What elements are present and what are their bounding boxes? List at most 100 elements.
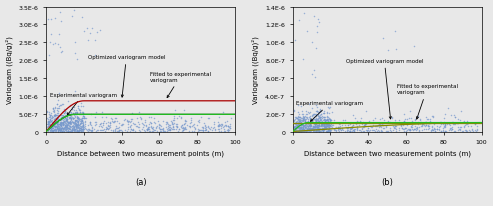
Point: [75, 129, 83, 132]
Point: [177, 125, 185, 128]
Point: [311, 118, 319, 122]
Point: [86, 121, 94, 125]
Point: [315, 125, 323, 128]
Point: [153, 129, 161, 133]
Point: [312, 119, 320, 123]
Point: [124, 121, 132, 124]
Point: [43, 117, 51, 120]
Point: [111, 120, 119, 123]
Point: [320, 118, 328, 121]
Point: [292, 123, 300, 126]
Point: [110, 119, 118, 123]
Point: [200, 130, 208, 133]
Point: [456, 129, 464, 132]
Point: [49, 124, 57, 128]
Point: [415, 130, 423, 133]
Point: [51, 126, 59, 129]
Point: [92, 130, 100, 133]
Point: [60, 108, 68, 111]
Point: [48, 124, 56, 127]
Point: [428, 129, 436, 132]
Point: [317, 127, 324, 131]
Point: [44, 124, 52, 127]
Point: [300, 125, 308, 128]
Point: [301, 129, 309, 132]
Point: [325, 123, 333, 126]
Point: [319, 124, 327, 127]
Point: [49, 108, 57, 111]
Point: [187, 119, 195, 122]
Point: [389, 129, 397, 132]
Point: [187, 121, 195, 124]
Point: [159, 130, 167, 133]
Point: [360, 129, 368, 133]
Point: [98, 129, 106, 132]
Point: [62, 119, 70, 123]
Point: [73, 117, 81, 121]
Point: [71, 121, 79, 124]
Point: [300, 118, 308, 122]
Point: [303, 129, 311, 133]
Point: [336, 125, 344, 128]
Point: [72, 122, 80, 126]
Point: [63, 118, 70, 122]
Point: [291, 130, 299, 133]
Point: [290, 110, 298, 114]
Point: [304, 124, 312, 128]
Point: [300, 129, 308, 132]
Point: [305, 124, 313, 128]
Point: [315, 130, 323, 133]
Point: [416, 122, 424, 125]
Point: [322, 130, 330, 133]
Point: [208, 129, 216, 132]
Point: [76, 125, 84, 129]
Point: [303, 128, 311, 131]
Point: [181, 122, 189, 125]
Point: [313, 125, 320, 128]
Point: [180, 127, 188, 130]
Point: [330, 119, 338, 122]
Point: [61, 126, 69, 129]
Point: [311, 123, 318, 126]
Point: [102, 126, 110, 129]
Point: [121, 118, 129, 121]
Point: [346, 128, 354, 131]
Point: [73, 115, 81, 118]
Point: [46, 129, 54, 132]
Point: [198, 126, 206, 129]
Point: [128, 127, 136, 131]
Point: [46, 118, 54, 121]
Point: [70, 129, 78, 133]
Point: [313, 121, 321, 125]
Point: [79, 113, 87, 116]
Point: [80, 117, 88, 120]
Point: [217, 123, 225, 126]
Point: [321, 127, 329, 131]
Point: [318, 122, 326, 125]
Point: [124, 128, 132, 131]
Point: [58, 114, 66, 117]
Point: [56, 114, 64, 117]
Point: [410, 45, 418, 48]
Point: [57, 127, 65, 131]
Point: [293, 124, 301, 128]
Point: [293, 130, 301, 133]
Point: [67, 117, 75, 121]
Point: [59, 121, 67, 124]
Point: [427, 130, 435, 133]
Point: [303, 128, 311, 131]
Point: [313, 110, 320, 114]
Point: [57, 20, 65, 23]
Point: [50, 118, 58, 121]
Point: [346, 129, 354, 133]
Point: [315, 111, 322, 114]
Point: [70, 128, 78, 132]
Point: [424, 117, 432, 121]
Point: [183, 124, 191, 127]
Point: [294, 122, 302, 125]
Point: [293, 125, 301, 129]
Point: [421, 121, 428, 125]
Point: [325, 130, 333, 133]
Point: [458, 130, 465, 133]
Point: [307, 128, 315, 132]
